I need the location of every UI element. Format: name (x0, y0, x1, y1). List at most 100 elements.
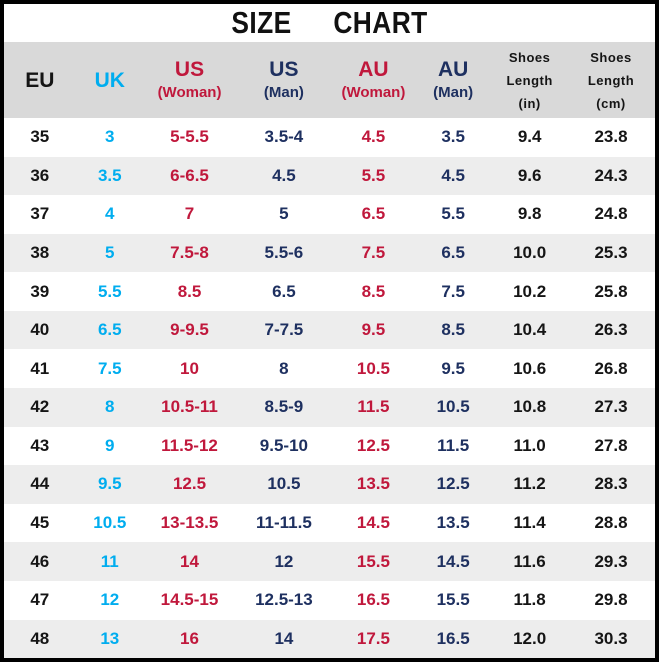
cell-us-man: 11-11.5 (256, 513, 312, 533)
table-row: 35 3 5-5.5 3.5-4 4.5 3.5 9.4 23.8 (4, 118, 655, 157)
column-header-label: (in) (518, 95, 541, 111)
cell-uk: 11 (100, 551, 119, 571)
column-header-label: (Man) (263, 83, 304, 101)
cell-uk: 13 (100, 628, 120, 648)
cell-us-man: 7-7.5 (264, 320, 304, 340)
cell-us-woman: 7.5-8 (170, 243, 209, 263)
cell-uk: 9 (105, 435, 115, 455)
cell-eu: 43 (30, 435, 50, 455)
cell-eu: 39 (30, 281, 50, 301)
table-body: 35 3 5-5.5 3.5-4 4.5 3.5 9.4 23.8 36 3.5 6-6.5 4.5 5… (4, 118, 655, 658)
column-header-label: Length (587, 72, 635, 88)
table-row: 37 4 7 5 6.5 5.5 9.8 24.8 (4, 195, 655, 234)
table-row: 48 13 16 14 17.5 16.5 12.0 30.3 (4, 619, 655, 658)
cell-length-in: 9.8 (517, 204, 542, 224)
table-row: 43 9 11.5-12 9.5-10 12.5 11.5 11.0 27.8 (4, 426, 655, 466)
cell-uk: 5.5 (97, 281, 122, 301)
cell-us-man: 8.5-9 (264, 397, 304, 417)
cell-au-woman: 16.5 (356, 590, 390, 610)
cell-eu: 44 (30, 474, 50, 494)
table-row: 42 8 10.5-11 8.5-9 11.5 10.5 10.8 27.3 (4, 388, 655, 427)
cell-length-cm: 24.3 (594, 165, 628, 185)
table-row: 40 6.5 9-9.5 7-7.5 9.5 8.5 10.4 26.3 (4, 310, 655, 350)
cell-au-man: 10.5 (436, 397, 470, 417)
cell-au-woman: 5.5 (361, 165, 386, 185)
cell-length-cm: 23.8 (594, 127, 628, 147)
cell-us-man: 5 (279, 204, 289, 224)
cell-us-woman: 10.5-11 (161, 397, 218, 417)
cell-au-woman: 13.5 (356, 474, 390, 494)
cell-length-in: 9.4 (517, 127, 542, 147)
cell-length-cm: 29.8 (594, 590, 628, 610)
cell-uk: 9.5 (97, 474, 122, 494)
cell-us-woman: 8.5 (177, 281, 202, 301)
cell-au-woman: 11.5 (357, 397, 390, 417)
cell-au-man: 3.5 (441, 127, 465, 147)
cell-length-in: 10.8 (513, 397, 547, 417)
cell-uk: 6.5 (97, 320, 122, 340)
cell-au-man: 13.5 (436, 513, 470, 533)
cell-us-man: 5.5-6 (264, 243, 304, 263)
cell-au-woman: 9.5 (361, 320, 386, 340)
cell-us-man: 12.5-13 (255, 590, 313, 610)
cell-uk: 4 (105, 204, 115, 224)
cell-us-man: 4.5 (272, 165, 296, 185)
cell-eu: 35 (30, 127, 50, 147)
cell-us-woman: 11.5-12 (161, 435, 218, 455)
cell-us-woman: 16 (180, 628, 199, 648)
table-row: 39 5.5 8.5 6.5 8.5 7.5 10.2 25.8 (4, 272, 655, 311)
cell-us-woman: 14 (180, 551, 199, 571)
cell-au-woman: 7.5 (361, 243, 386, 263)
table-row: 36 3.5 6-6.5 4.5 5.5 4.5 9.6 24.3 (4, 156, 655, 196)
cell-au-woman: 10.5 (356, 358, 390, 378)
cell-length-in: 10.0 (513, 243, 547, 263)
cell-au-woman: 4.5 (361, 127, 386, 147)
cell-au-man: 12.5 (436, 474, 470, 494)
column-header-label: US (174, 57, 205, 81)
column-header-label: Length (506, 72, 553, 88)
cell-us-woman: 10 (180, 358, 199, 378)
cell-uk: 3 (105, 127, 115, 147)
cell-eu: 45 (30, 513, 50, 533)
cell-eu: 48 (30, 628, 50, 648)
column-header-us-man: US (Man) (235, 42, 333, 118)
column-header-label: (cm) (596, 95, 626, 111)
cell-length-in: 10.2 (513, 281, 547, 301)
cell-eu: 46 (30, 551, 50, 571)
cell-length-cm: 28.3 (594, 474, 628, 494)
cell-length-in: 10.6 (513, 358, 547, 378)
cell-eu: 41 (30, 358, 50, 378)
cell-length-in: 11.8 (513, 590, 546, 610)
cell-length-cm: 30.3 (594, 628, 628, 648)
column-header-eu: EU (4, 42, 76, 118)
cell-au-man: 7.5 (441, 281, 465, 301)
cell-us-man: 6.5 (272, 281, 296, 301)
column-header-label: (Woman) (157, 83, 222, 101)
cell-length-cm: 25.3 (594, 243, 628, 263)
cell-au-woman: 17.5 (356, 628, 390, 648)
table-header-row: EU UK US (Woman) US (Man) AU (Woman) AU (Man) Shoe… (4, 42, 655, 118)
cell-us-woman: 14.5-15 (160, 590, 219, 610)
cell-us-woman: 13-13.5 (160, 513, 219, 533)
cell-au-woman: 15.5 (356, 551, 390, 571)
cell-us-man: 12 (274, 551, 294, 571)
page-title: SIZE CHART (231, 5, 428, 40)
column-header-label: (Woman) (341, 83, 406, 101)
cell-au-woman: 6.5 (361, 204, 386, 224)
cell-au-woman: 14.5 (356, 513, 390, 533)
cell-au-woman: 8.5 (361, 281, 386, 301)
cell-length-in: 11.2 (513, 474, 546, 494)
title-bar: SIZE CHART (4, 4, 655, 42)
cell-uk: 7.5 (97, 358, 122, 378)
cell-length-in: 11.0 (513, 435, 546, 455)
cell-au-man: 14.5 (436, 551, 470, 571)
cell-eu: 47 (30, 590, 50, 610)
cell-length-cm: 29.3 (594, 551, 628, 571)
cell-length-in: 12.0 (513, 628, 547, 648)
table-row: 44 9.5 12.5 10.5 13.5 12.5 11.2 28.3 (4, 465, 655, 504)
cell-length-cm: 28.8 (594, 513, 628, 533)
cell-uk: 8 (105, 397, 115, 417)
cell-us-woman: 9-9.5 (170, 320, 209, 340)
cell-us-woman: 12.5 (172, 474, 207, 494)
